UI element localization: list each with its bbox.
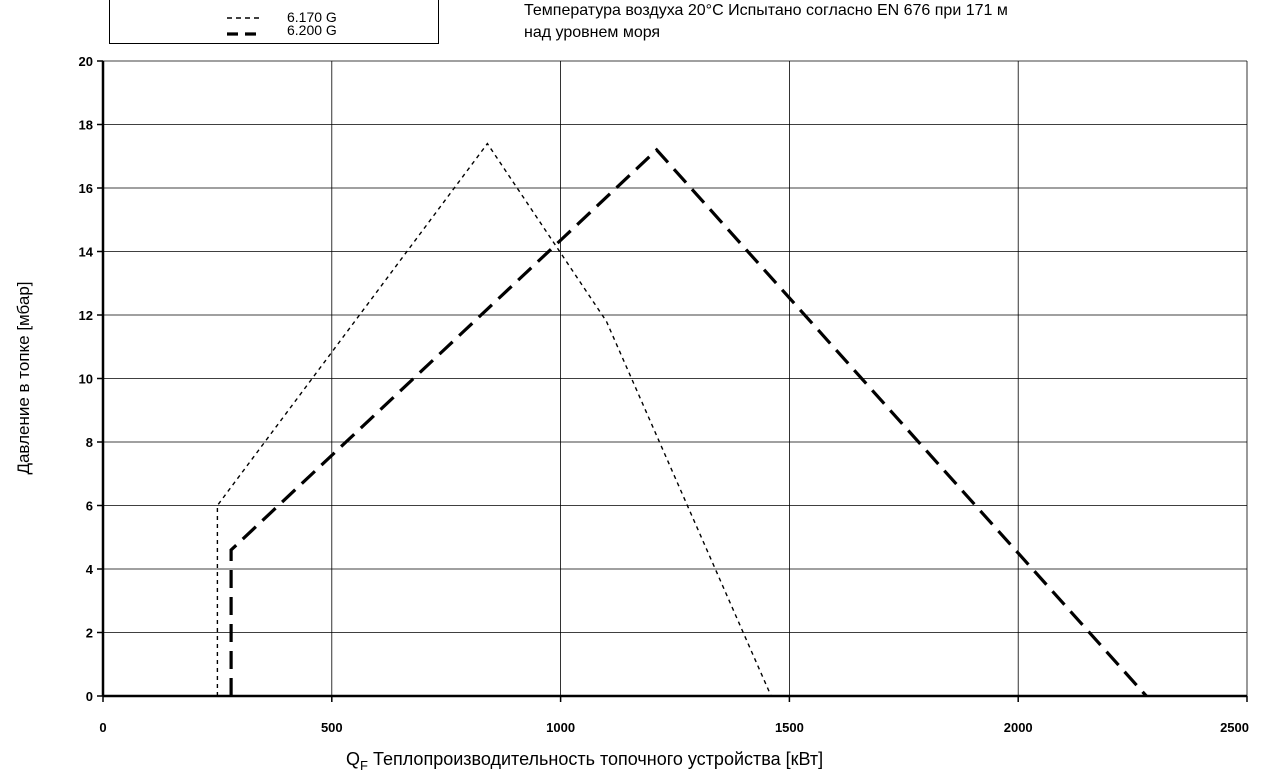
grid-lines: [103, 60, 1248, 696]
y-tick-label-12: 12: [79, 308, 93, 323]
test-conditions-note: Температура воздуха 20°С Испытано соглас…: [524, 2, 1008, 41]
x-tick-label-1000: 1000: [546, 720, 575, 735]
y-tick-label-10: 10: [79, 372, 93, 387]
y-tick-label-4: 4: [86, 562, 94, 577]
y-tick-label-18: 18: [79, 118, 93, 133]
y-tick-label-16: 16: [79, 181, 93, 196]
y-tick-label-6: 6: [86, 499, 93, 514]
legend-swatches: [227, 17, 262, 36]
x-tick-label-0: 0: [99, 720, 106, 735]
y-axis-label: Давление в топке [мбар]: [14, 281, 33, 475]
y-tick-label-20: 20: [79, 54, 93, 69]
y-tick-label-8: 8: [86, 435, 93, 450]
axes: [97, 60, 1248, 702]
y-tick-label-2: 2: [86, 626, 93, 641]
x-tick-label-500: 500: [321, 720, 343, 735]
legend-label-6170: 6.170 G: [287, 9, 337, 25]
x-tick-label-2500: 2500: [1220, 720, 1249, 735]
x-axis-label-subscript: F: [360, 758, 368, 773]
y-tick-label-0: 0: [86, 689, 93, 704]
legend: 6.170 G 6.200 G: [109, 0, 439, 44]
series-line-1: [229, 147, 1148, 698]
series-line-0: [216, 142, 772, 697]
x-tick-label-1500: 1500: [775, 720, 804, 735]
legend-label-6200: 6.200 G: [287, 22, 337, 38]
x-axis-label: QF Теплопроизводительность топочного уст…: [346, 749, 823, 773]
tick-labels: 0 2 4 6 8 10 12 14 16 18 20 0 500 1000 1500 2000 2500: [79, 54, 1249, 735]
y-tick-label-14: 14: [79, 245, 94, 260]
x-axis-label-prefix: Q: [346, 749, 361, 769]
series-lines: [216, 142, 1148, 698]
x-tick-label-2000: 2000: [1004, 720, 1033, 735]
x-axis-label-text: Теплопроизводительность топочного устрой…: [372, 749, 824, 769]
